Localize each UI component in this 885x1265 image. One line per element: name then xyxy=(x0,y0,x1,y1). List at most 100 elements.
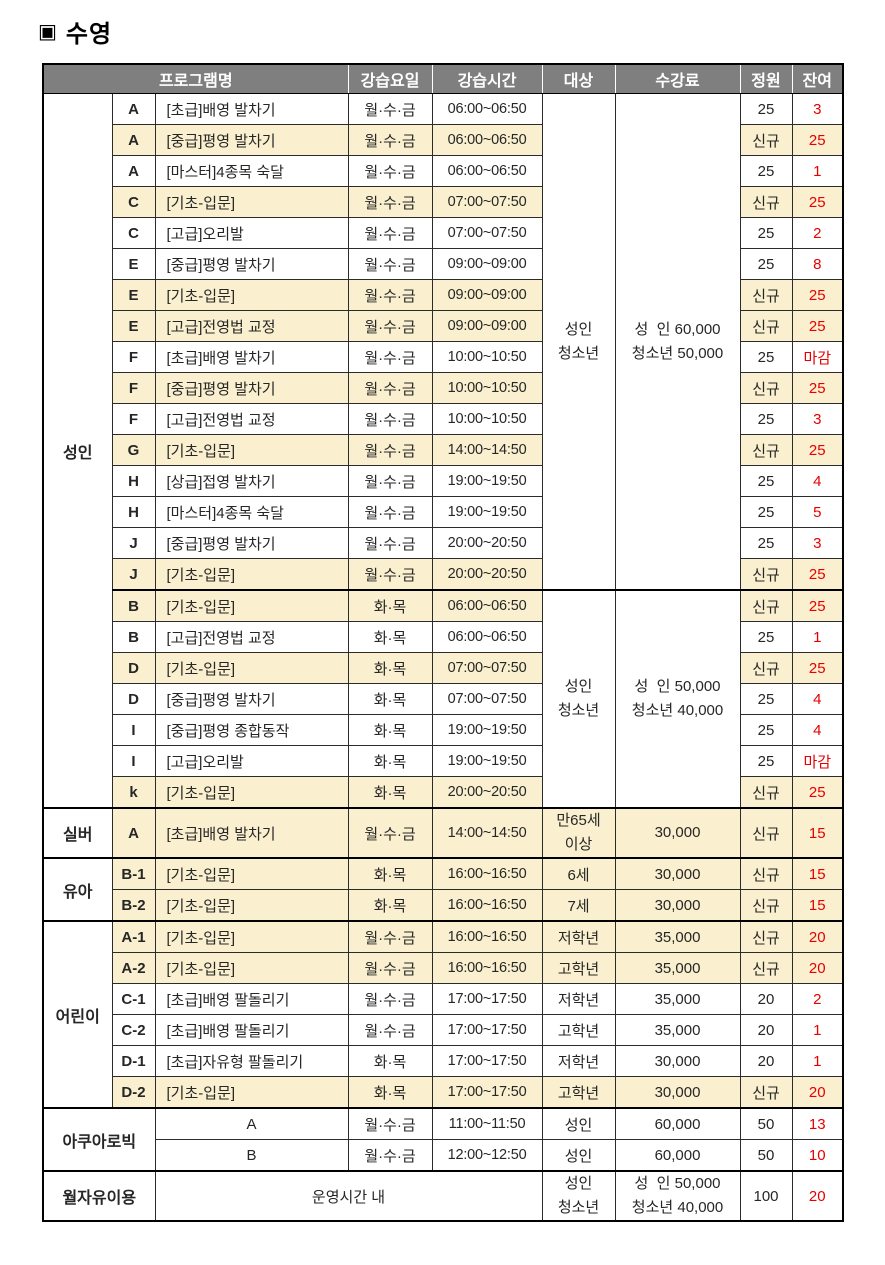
cell-program-name: [기초-입문] xyxy=(154,558,349,591)
cell-capacity: 신규 xyxy=(739,652,793,684)
cell-code: A xyxy=(111,124,156,156)
cell-days: 화·목 xyxy=(347,683,433,715)
cell-capacity: 신규 xyxy=(739,186,793,218)
cell-code: B-1 xyxy=(111,857,156,890)
cell-group-label: 실버 xyxy=(42,807,113,859)
cell-remaining: 5 xyxy=(791,496,844,528)
cell-capacity: 25 xyxy=(739,683,793,715)
cell-program-name: [고급]전영법 교정 xyxy=(154,403,349,435)
cell-target: 성인 청소년 xyxy=(541,589,616,809)
cell-time: 09:00~09:00 xyxy=(431,279,543,311)
cell-code: J xyxy=(111,558,156,591)
table-row: F [중급]평영 발차기 월·수·금 10:00~10:50 신규 25 xyxy=(43,372,844,404)
cell-program-name: [초급]배영 발차기 xyxy=(154,807,349,859)
cell-program-name: A xyxy=(154,1107,349,1140)
cell-fee: 60,000 xyxy=(614,1107,741,1140)
cell-fee: 35,000 xyxy=(614,920,741,953)
cell-time: 10:00~10:50 xyxy=(431,341,543,373)
cell-program-name: [기초-입문] xyxy=(154,434,349,466)
cell-program-name: [고급]전영법 교정 xyxy=(154,310,349,342)
cell-code: C-1 xyxy=(111,983,156,1015)
cell-target: 고학년 xyxy=(541,1014,616,1046)
cell-days: 화·목 xyxy=(347,652,433,684)
cell-time: 20:00~20:50 xyxy=(431,527,543,559)
cell-time: 19:00~19:50 xyxy=(431,745,543,777)
cell-code: B xyxy=(111,589,156,622)
cell-code: I xyxy=(111,745,156,777)
cell-days: 월·수·금 xyxy=(347,1014,433,1046)
cell-program-name: [기초-입문] xyxy=(154,776,349,809)
cell-capacity: 100 xyxy=(739,1170,793,1222)
cell-target: 저학년 xyxy=(541,920,616,953)
cell-code: A xyxy=(111,155,156,187)
cell-days: 월·수·금 xyxy=(347,1107,433,1140)
header-target: 대상 xyxy=(541,63,616,94)
cell-time: 11:00~11:50 xyxy=(431,1107,543,1140)
cell-time: 20:00~20:50 xyxy=(431,558,543,591)
cell-remaining: 25 xyxy=(791,434,844,466)
cell-group-label: 어린이 xyxy=(42,920,113,1109)
cell-code: k xyxy=(111,776,156,809)
cell-target: 저학년 xyxy=(541,1045,616,1077)
cell-code: A xyxy=(111,807,156,859)
cell-code: E xyxy=(111,279,156,311)
table-row: 실버 A [초급]배영 발차기 월·수·금 14:00~14:50 만65세 이상 30,00… xyxy=(42,807,844,859)
cell-code: C-2 xyxy=(111,1014,156,1046)
cell-remaining: 15 xyxy=(791,857,844,890)
cell-remaining: 20 xyxy=(791,1076,844,1109)
cell-capacity: 신규 xyxy=(739,889,793,922)
cell-capacity: 20 xyxy=(739,1014,793,1046)
table-body: 성인 A [초급]배영 발차기 월·수·금 06:00~06:50 성인 청소년 성 인 60… xyxy=(42,93,844,1222)
cell-code: H xyxy=(111,496,156,528)
cell-code: D-1 xyxy=(111,1045,156,1077)
cell-target: 6세 xyxy=(541,857,616,890)
cell-target: 고학년 xyxy=(541,952,616,984)
cell-days: 월·수·금 xyxy=(347,248,433,280)
cell-program-name: [기초-입문] xyxy=(154,279,349,311)
cell-target: 성인 xyxy=(541,1139,616,1172)
table-row: D [기초-입문] 화·목 07:00~07:50 신규 25 xyxy=(43,652,844,684)
cell-days: 월·수·금 xyxy=(347,465,433,497)
cell-target: 성인 xyxy=(541,1107,616,1140)
cell-days: 화·목 xyxy=(347,1045,433,1077)
cell-remaining: 20 xyxy=(791,952,844,984)
cell-program-name: [초급]자유형 팔돌리기 xyxy=(154,1045,349,1077)
cell-group-label: 유아 xyxy=(42,857,113,922)
cell-remaining: 25 xyxy=(791,776,844,809)
cell-target: 성인 청소년 xyxy=(541,1170,616,1222)
cell-code: F xyxy=(111,341,156,373)
cell-program-name: [기초-입문] xyxy=(154,589,349,622)
table-row: J [기초-입문] 월·수·금 20:00~20:50 신규 25 xyxy=(43,558,844,591)
cell-program-name: [기초-입문] xyxy=(154,952,349,984)
cell-remaining: 25 xyxy=(791,310,844,342)
cell-code: A-1 xyxy=(111,920,156,953)
table-row: 성인 A [초급]배영 발차기 월·수·금 06:00~06:50 성인 청소년 성 인 60… xyxy=(42,93,844,809)
cell-time: 19:00~19:50 xyxy=(431,714,543,746)
cell-remaining: 25 xyxy=(791,124,844,156)
cell-capacity: 20 xyxy=(739,1045,793,1077)
table-row: E [기초-입문] 월·수·금 09:00~09:00 신규 25 xyxy=(43,279,844,311)
cell-time: 17:00~17:50 xyxy=(431,1076,543,1109)
cell-remaining: 8 xyxy=(791,248,844,280)
cell-days: 월·수·금 xyxy=(347,1139,433,1172)
header-program-name: 프로그램명 xyxy=(41,63,349,94)
cell-days: 월·수·금 xyxy=(347,983,433,1015)
cell-time: 16:00~16:50 xyxy=(431,857,543,890)
cell-capacity: 25 xyxy=(739,341,793,373)
cell-code: D xyxy=(111,683,156,715)
cell-group-label: 월자유이용 xyxy=(42,1170,156,1222)
cell-program-name: [고급]오리발 xyxy=(154,217,349,249)
cell-days: 월·수·금 xyxy=(347,155,433,187)
cell-fee: 성 인 50,000 청소년 40,000 xyxy=(614,589,741,809)
table-row: k [기초-입문] 화·목 20:00~20:50 신규 25 xyxy=(43,776,844,809)
cell-capacity: 신규 xyxy=(739,857,793,890)
cell-days: 월·수·금 xyxy=(347,93,433,125)
cell-program-name: [중급]평영 발차기 xyxy=(154,527,349,559)
cell-remaining: 20 xyxy=(791,1170,844,1222)
cell-time: 16:00~16:50 xyxy=(431,889,543,922)
cell-remaining: 15 xyxy=(791,807,844,859)
cell-program-name: 운영시간 내 xyxy=(154,1170,543,1222)
cell-days: 화·목 xyxy=(347,745,433,777)
page-title: ▣ 수영 xyxy=(38,14,885,49)
cell-capacity: 신규 xyxy=(739,1076,793,1109)
